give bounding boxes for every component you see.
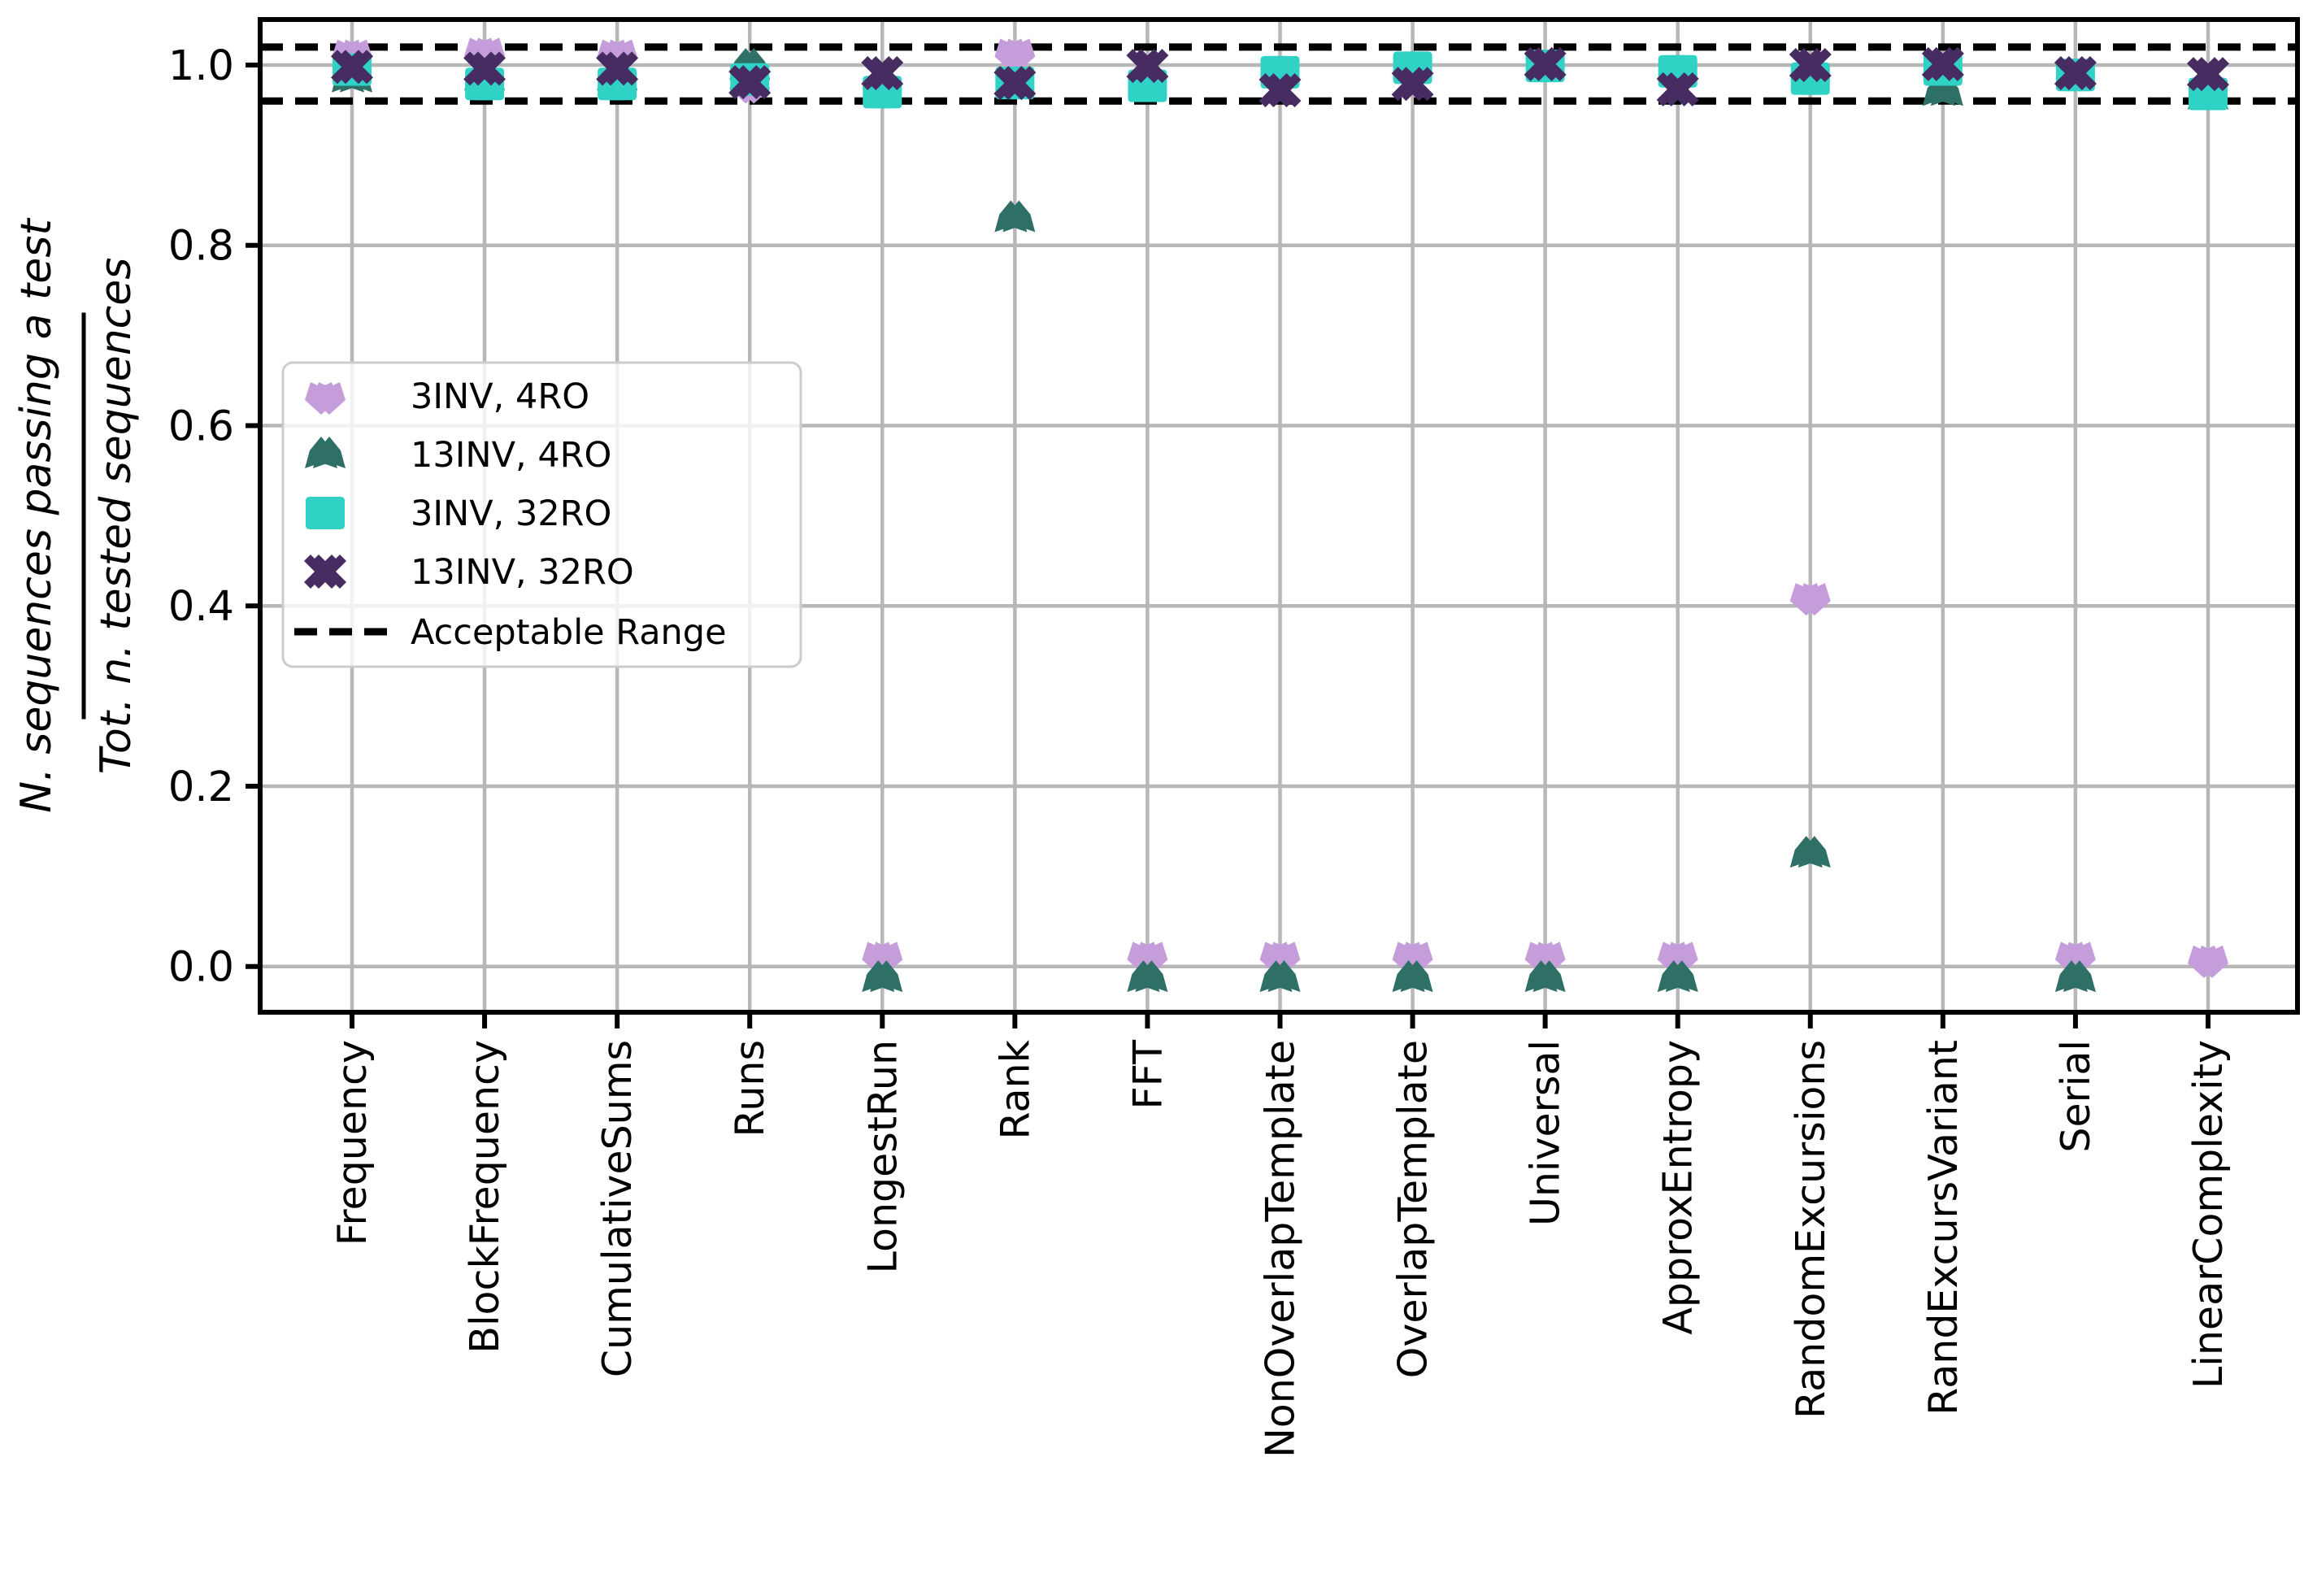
- y-tick-label: 0.0: [168, 944, 234, 992]
- y-tick-label: 0.2: [168, 763, 234, 811]
- y-tick-label: 0.4: [168, 583, 234, 631]
- x-tick-label: NonOverlapTemplate: [1257, 1040, 1303, 1458]
- y-tick-label: 0.6: [168, 402, 234, 450]
- x-tick-label: Universal: [1523, 1040, 1569, 1226]
- x-tick-label: Serial: [2053, 1040, 2099, 1153]
- x-tick-label: OverlapTemplate: [1390, 1040, 1437, 1378]
- x-tick-label: FFT: [1124, 1039, 1171, 1110]
- x-tick-label: ApproxEntropy: [1655, 1040, 1702, 1335]
- x-tick-label: RandomExcursions: [1788, 1040, 1834, 1419]
- legend: 3INV, 4RO 13INV, 4RO 3INV, 32RO 13INV, 32RO…: [281, 361, 802, 668]
- x-tick-label: LinearComplexity: [2185, 1040, 2232, 1389]
- y-axis-label-numerator: N. sequences passing a test: [12, 218, 61, 813]
- x-tick-label: Frequency: [329, 1040, 376, 1246]
- legend-label: 13INV, 32RO: [411, 552, 634, 593]
- legend-marker-square: [306, 497, 345, 529]
- legend-label: 3INV, 32RO: [411, 494, 611, 534]
- legend-label: 3INV, 4RO: [411, 376, 589, 417]
- x-tick-label: Rank: [992, 1039, 1038, 1139]
- x-tick-label: BlockFrequency: [462, 1040, 508, 1354]
- y-tick-label: 0.8: [168, 223, 234, 271]
- x-tick-label: CumulativeSums: [594, 1040, 641, 1377]
- x-tick-label: LongestRun: [859, 1040, 906, 1273]
- legend-label: 13INV, 4RO: [411, 435, 611, 476]
- legend-label: Acceptable Range: [411, 612, 727, 653]
- x-tick-label: RandExcursVariant: [1920, 1040, 1967, 1416]
- y-axis-label-denominator: Tot. n. tested sequences: [92, 258, 141, 775]
- y-tick-label: 1.0: [168, 42, 234, 90]
- legend-box: [281, 361, 802, 668]
- x-tick-label: Runs: [727, 1040, 773, 1137]
